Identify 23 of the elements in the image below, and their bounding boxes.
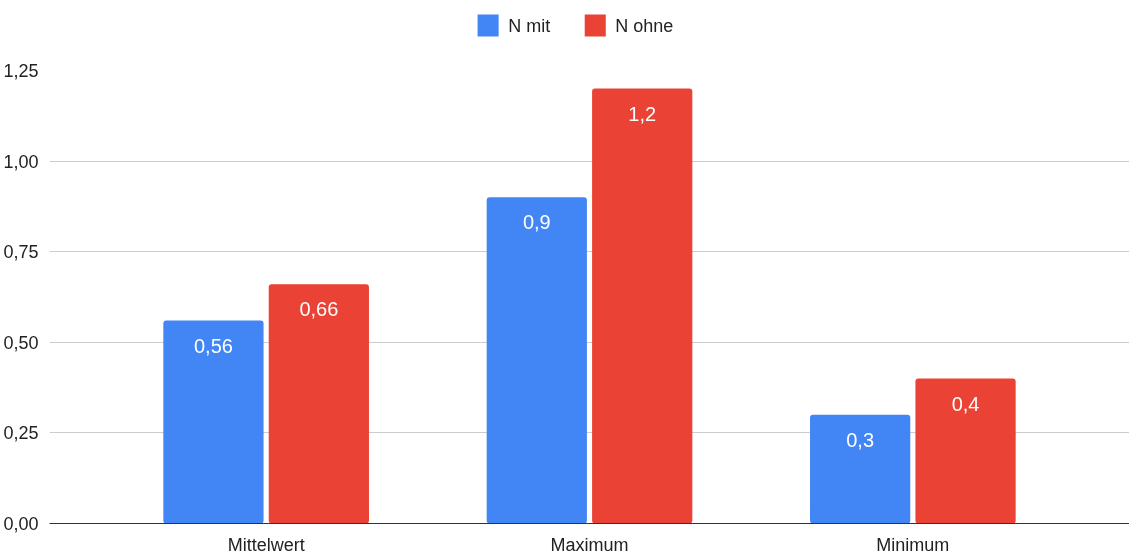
y-tick-label: 0,75 — [3, 242, 39, 263]
bar — [163, 320, 264, 524]
y-tick-label: 1,00 — [3, 151, 39, 172]
data-label: 0,9 — [522, 211, 551, 234]
data-label: 0,56 — [193, 334, 233, 357]
data-label: 0,66 — [299, 298, 339, 321]
y-tick-label: 0,00 — [3, 514, 39, 534]
data-label: 1,2 — [628, 102, 657, 125]
bar — [592, 88, 693, 524]
data-label: 0,3 — [846, 428, 875, 451]
legend-label: N ohne — [615, 15, 674, 36]
y-tick-label: 1,25 — [3, 61, 39, 81]
bar — [810, 414, 911, 524]
y-tick-label: 0,50 — [3, 332, 39, 353]
y-tick-label: 0,25 — [3, 423, 39, 444]
x-tick-label: Maximum — [550, 534, 629, 555]
bar — [915, 378, 1016, 524]
bar — [486, 197, 587, 524]
x-tick-label: Mittelwert — [227, 534, 305, 555]
data-label: 0,4 — [951, 392, 980, 415]
legend-label: N mit — [508, 15, 551, 36]
bar — [268, 284, 369, 524]
x-tick-label: Minimum — [876, 534, 950, 555]
